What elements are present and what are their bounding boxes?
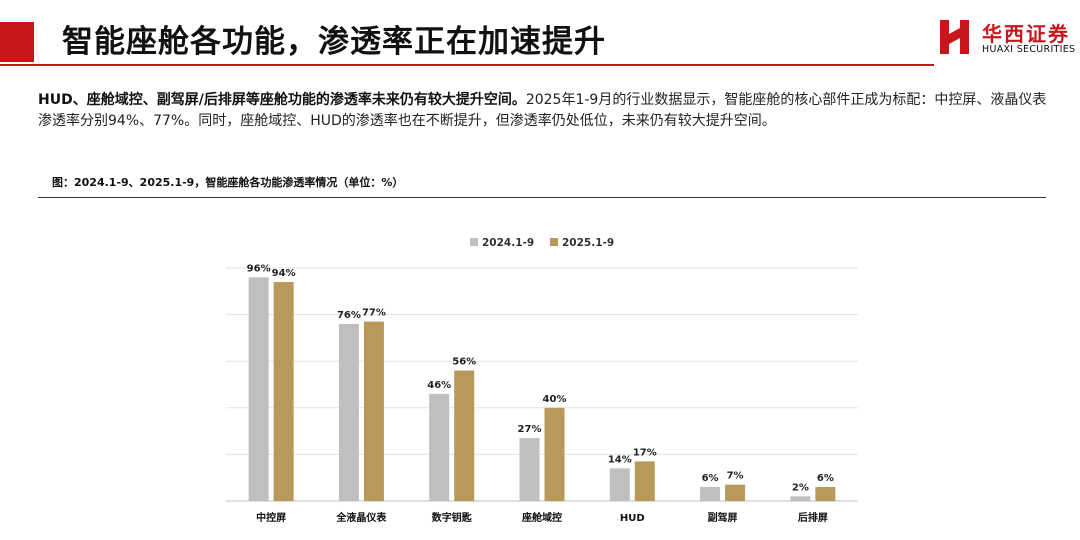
bar-2025.1-9-座舱域控	[544, 407, 565, 501]
bar-2025.1-9-副驾屏	[725, 484, 746, 501]
category-tick-label: 数字钥匙	[432, 511, 473, 524]
data-label: 17%	[633, 447, 657, 458]
data-label: 77%	[362, 308, 386, 319]
company-logo: 华西证券 HUAXI SECURITIES	[938, 16, 1076, 60]
category-tick-label: 副驾屏	[708, 511, 738, 524]
legend-swatch	[550, 238, 558, 246]
bar-2024.1-9-后排屏	[790, 496, 811, 501]
category-tick-label: 座舱域控	[521, 511, 562, 524]
chart-bars	[248, 277, 836, 501]
category-tick-label: 中控屏	[256, 511, 286, 524]
data-label: 94%	[272, 268, 296, 279]
data-label: 96%	[247, 263, 271, 274]
chart-category-ticks: 中控屏 全液晶仪表 数字钥匙 座舱域控 HUD 副驾屏 后排屏	[256, 511, 828, 524]
data-label: 56%	[452, 357, 476, 368]
bar-2024.1-9-副驾屏	[700, 487, 721, 501]
data-label: 7%	[727, 471, 744, 482]
data-label: 46%	[427, 380, 451, 391]
logo-chinese-name: 华西证券	[982, 22, 1070, 46]
penetration-bar-chart: 96% 94% 76% 77% 46% 56% 27% 40% 14%17% 6% 7% 2% 6% 中…	[226, 237, 858, 524]
legend-label: 2025.1-9	[562, 237, 614, 249]
page-title: 智能座舱各功能，渗透率正在加速提升	[62, 24, 606, 60]
bar-2024.1-9-数字钥匙	[429, 393, 450, 501]
category-tick-label: 全液晶仪表	[335, 511, 387, 524]
data-label: 6%	[702, 473, 719, 484]
bar-2024.1-9-全液晶仪表	[338, 323, 359, 501]
bar-2025.1-9-后排屏	[815, 487, 836, 501]
data-label: 27%	[518, 424, 542, 435]
chart-legend: 2024.1-9 2025.1-9	[470, 237, 614, 249]
bar-2024.1-9-HUD	[609, 468, 630, 501]
category-tick-label: 后排屏	[798, 511, 828, 524]
data-label: 2%	[792, 482, 809, 493]
legend-label: 2024.1-9	[482, 237, 534, 249]
bar-2025.1-9-HUD	[634, 461, 655, 501]
chart-data-labels: 96% 94% 76% 77% 46% 56% 27% 40% 14%17% 6% 7% 2% 6%	[247, 263, 834, 493]
figure-divider	[38, 197, 1046, 198]
summary-paragraph: HUD、座舱域控、副驾屏/后排屏等座舱功能的渗透率未来仍有较大提升空间。2025…	[38, 90, 1048, 132]
header-accent-block	[0, 22, 34, 62]
bar-2025.1-9-全液晶仪表	[363, 321, 384, 501]
figure-caption: 图：2024.1-9、2025.1-9，智能座舱各功能渗透率情况（单位：%）	[52, 176, 404, 189]
summary-lead: HUD、座舱域控、副驾屏/后排屏等座舱功能的渗透率未来仍有较大提升空间。	[38, 92, 526, 108]
legend-swatch	[470, 238, 478, 246]
data-label: 14%	[608, 454, 632, 465]
bar-2024.1-9-中控屏	[248, 277, 269, 501]
category-tick-label: HUD	[620, 513, 645, 524]
header-divider	[0, 64, 934, 66]
data-label: 40%	[543, 394, 567, 405]
logo-english-name: HUAXI SECURITIES	[982, 44, 1076, 55]
bar-2025.1-9-数字钥匙	[454, 370, 475, 501]
bar-2024.1-9-座舱域控	[519, 438, 540, 501]
chart-gridlines	[226, 267, 858, 502]
summary-body: 2025年1-9月的行业数据显示，智能座舱的核心部件正成为标配：中控屏、液晶仪表…	[38, 92, 1047, 129]
huaxi-logo-icon	[940, 20, 969, 54]
data-label: 76%	[337, 310, 361, 321]
data-label: 6%	[817, 473, 834, 484]
bar-2025.1-9-中控屏	[273, 281, 294, 501]
